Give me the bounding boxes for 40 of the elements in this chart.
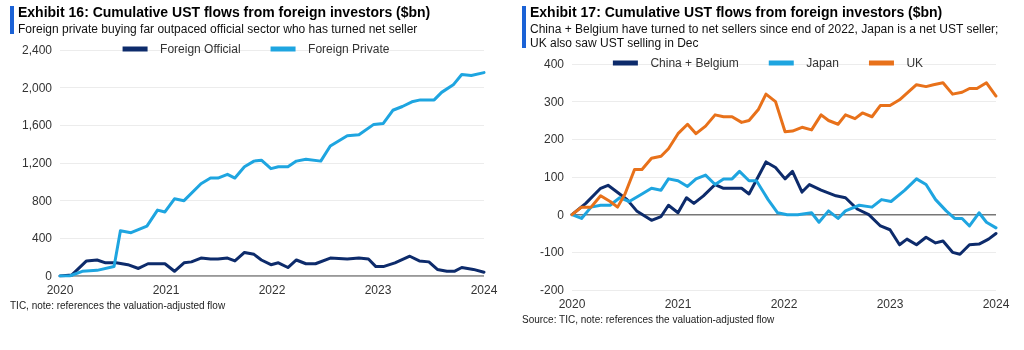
x-tick-label: 2022 bbox=[258, 283, 286, 297]
y-tick-label: 2,400 bbox=[21, 43, 53, 57]
y-tick-label: 0 bbox=[45, 269, 53, 283]
x-tick-label: 2020 bbox=[558, 297, 586, 311]
y-tick-label: 100 bbox=[543, 170, 565, 184]
legend-label: China + Belgium bbox=[650, 56, 739, 70]
text: TIC, note: references the valuation-adjusted flow bbox=[10, 300, 227, 311]
chart-subtitle: Foreign private buying far outpaced official sector who has turned net seller bbox=[18, 22, 419, 36]
x-tick-label: 2024 bbox=[982, 297, 1010, 311]
legend-label: UK bbox=[906, 56, 924, 70]
y-tick-label: -100 bbox=[539, 245, 565, 260]
line-series bbox=[570, 160, 998, 256]
x-tick-label: 2020 bbox=[46, 283, 74, 297]
legend-label: Foreign Official bbox=[160, 42, 241, 56]
y-tick-label: 200 bbox=[543, 132, 565, 147]
source-note: Source: TIC, note: references the valuation-adjusted flow bbox=[522, 314, 776, 325]
chart-title: Exhibit 16: Cumulative UST flows from foreign investors ($bn) bbox=[18, 4, 432, 20]
y-tick-label: 800 bbox=[31, 193, 53, 208]
line-series bbox=[58, 71, 486, 278]
line-series bbox=[570, 81, 998, 217]
legend-label: Japan bbox=[806, 56, 839, 70]
y-tick-label: 300 bbox=[543, 94, 565, 109]
y-tick-label: 400 bbox=[31, 231, 53, 246]
legend-label: Foreign Private bbox=[308, 42, 390, 56]
y-tick-label: 400 bbox=[543, 57, 565, 71]
y-tick-label: 1,200 bbox=[21, 156, 53, 170]
x-tick-label: 2021 bbox=[152, 283, 180, 297]
y-tick-label: 1,600 bbox=[21, 118, 53, 133]
x-tick-label: 2024 bbox=[470, 283, 498, 297]
x-tick-label: 2023 bbox=[876, 297, 904, 311]
y-tick-label: -200 bbox=[539, 283, 565, 297]
x-tick-label: 2022 bbox=[770, 297, 798, 311]
chart-subtitle: China + Belgium have turned to net sellers since end of 2022, Japan is a net UST seller; UK also saw UST selling in Dec bbox=[530, 22, 1000, 50]
line-series bbox=[570, 169, 998, 230]
line-series bbox=[58, 250, 486, 278]
x-tick-label: 2021 bbox=[664, 297, 692, 311]
x-tick-label: 2023 bbox=[364, 283, 392, 297]
y-tick-label: 2,000 bbox=[21, 80, 53, 95]
y-tick-label: 0 bbox=[557, 207, 565, 222]
chart-title: Exhibit 17: Cumulative UST flows from foreign investors ($bn) bbox=[530, 4, 944, 20]
